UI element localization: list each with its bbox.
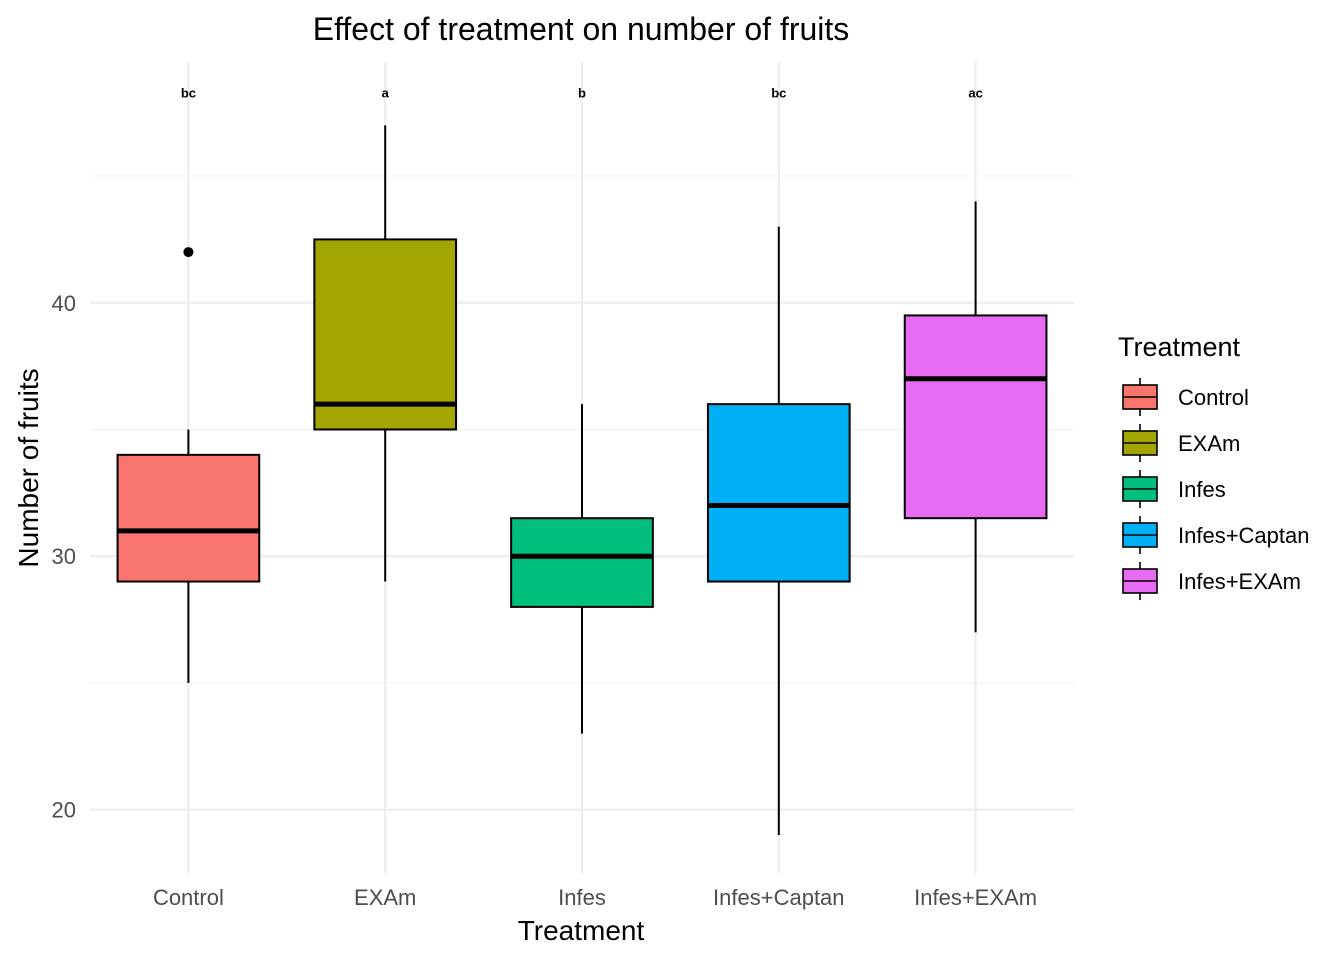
box <box>313 238 458 431</box>
significance-letter: bc <box>181 85 196 100</box>
x-tick-label: Infes+Captan <box>713 885 844 910</box>
legend-item: Infes <box>1122 470 1226 508</box>
legend-title: Treatment <box>1118 332 1241 362</box>
y-axis-ticks: 20 30 40 <box>52 291 76 823</box>
legend-item: Control <box>1122 378 1249 416</box>
y-tick-label: 20 <box>52 798 76 823</box>
legend: Treatment Control EXAm Infes Infes+Captan In… <box>1118 332 1309 600</box>
legend-label: Control <box>1178 385 1249 410</box>
x-tick-label: Control <box>153 885 224 910</box>
x-tick-label: EXAm <box>354 885 416 910</box>
box-group <box>313 125 458 582</box>
box <box>706 403 851 583</box>
legend-label: Infes+EXAm <box>1178 569 1301 594</box>
box-group <box>706 226 851 835</box>
x-tick-label: Infes+EXAm <box>914 885 1037 910</box>
significance-letter: b <box>578 85 586 100</box>
legend-items: Control EXAm Infes Infes+Captan Infes+EXAm <box>1122 378 1309 600</box>
legend-label: EXAm <box>1178 431 1240 456</box>
box-group <box>116 247 261 683</box>
x-axis-title: Treatment <box>518 915 645 946</box>
outlier-point <box>183 247 194 258</box>
legend-label: Infes+Captan <box>1178 523 1309 548</box>
significance-letter: bc <box>771 85 786 100</box>
significance-letter: ac <box>968 85 982 100</box>
box <box>510 517 654 608</box>
legend-item: Infes+EXAm <box>1122 562 1301 600</box>
box-group <box>510 404 654 734</box>
x-tick-label: Infes <box>558 885 606 910</box>
significance-letters: bc a b bc ac <box>181 85 983 100</box>
box <box>903 314 1048 520</box>
legend-label: Infes <box>1178 477 1226 502</box>
y-tick-label: 30 <box>52 544 76 569</box>
y-tick-label: 40 <box>52 291 76 316</box>
boxes-layer <box>116 125 1048 835</box>
significance-letter: a <box>382 85 390 100</box>
legend-item: EXAm <box>1122 424 1240 462</box>
legend-item: Infes+Captan <box>1122 516 1309 554</box>
box-group <box>903 201 1048 633</box>
box <box>116 453 261 583</box>
y-axis-title: Number of fruits <box>13 368 44 567</box>
x-axis-ticks: Control EXAm Infes Infes+Captan Infes+EXAm <box>153 885 1037 910</box>
chart-title: Effect of treatment on number of fruits <box>313 11 850 47</box>
